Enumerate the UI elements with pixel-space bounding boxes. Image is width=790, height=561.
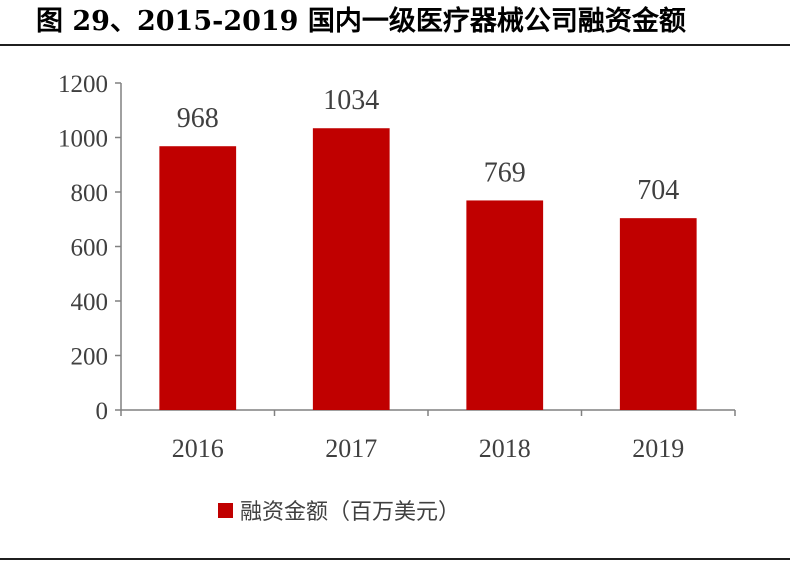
y-axis-ticks: 0 200 400 600 800 1000 1200 — [58, 71, 121, 425]
x-tick-label-2019: 2019 — [632, 434, 684, 463]
data-labels: 968 1034 769 704 — [177, 85, 680, 206]
y-tick-label: 200 — [71, 344, 109, 371]
data-label-2018: 769 — [484, 157, 526, 188]
legend: 融资金额（百万美元） — [218, 500, 460, 525]
bar-2019 — [619, 218, 697, 410]
figure-title: 图 29、2015-2019 国内一级医疗器械公司融资金额 — [36, 6, 686, 37]
bars — [159, 128, 697, 411]
bottom-rule — [0, 558, 790, 560]
y-tick-label: 1200 — [58, 71, 108, 98]
top-rule — [0, 44, 790, 46]
y-tick-label: 400 — [71, 289, 109, 316]
y-tick-label: 800 — [71, 180, 109, 207]
legend-swatch — [218, 503, 233, 518]
y-tick-label: 600 — [71, 235, 109, 262]
data-label-2017: 1034 — [323, 85, 379, 116]
y-tick-label: 1000 — [58, 126, 108, 153]
y-tick-label: 0 — [96, 398, 109, 425]
bar-2017 — [312, 128, 390, 411]
x-axis-ticks: 2016 2017 2018 2019 — [120, 410, 736, 463]
data-label-2016: 968 — [177, 103, 219, 134]
legend-label: 融资金额（百万美元） — [240, 500, 460, 525]
x-tick-label-2016: 2016 — [172, 434, 224, 463]
bar-2016 — [159, 146, 237, 410]
bar-2018 — [466, 200, 544, 410]
x-tick-label-2017: 2017 — [325, 434, 377, 463]
x-tick-label-2018: 2018 — [479, 434, 531, 463]
data-label-2019: 704 — [637, 175, 679, 206]
